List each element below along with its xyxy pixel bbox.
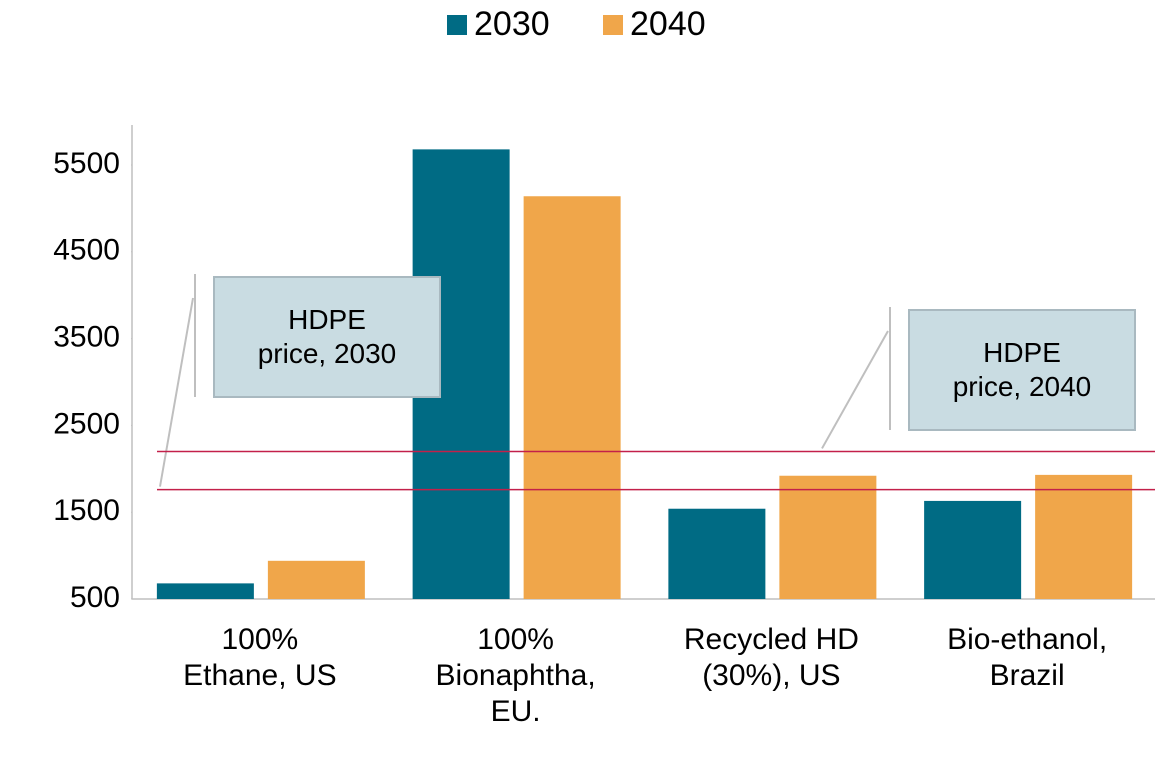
annotation: HDPE price, 2040 [908, 309, 1136, 431]
legend-label: 2030 [474, 5, 550, 43]
bar [1035, 474, 1133, 599]
y-tick-label: 5500 [53, 147, 120, 180]
bar [779, 475, 877, 599]
x-tick-label: Bio-ethanol, Brazil [947, 623, 1108, 692]
annotation: HDPE price, 2030 [213, 276, 441, 398]
bar [523, 196, 621, 600]
x-tick-label: 100% Bionaphtha, EU. [435, 623, 596, 728]
legend-swatch [603, 15, 623, 35]
x-tick-label: Recycled HD (30%), US [683, 623, 859, 692]
y-tick-label: 1500 [53, 494, 120, 527]
legend-swatch [447, 15, 467, 35]
bar [267, 560, 365, 599]
x-tick-label: 100% Ethane, US [183, 623, 337, 692]
bar [924, 500, 1022, 599]
callout-leader [159, 297, 194, 487]
y-tick-label: 3500 [53, 321, 120, 354]
y-tick-label: 500 [70, 581, 120, 614]
bar [668, 508, 766, 599]
bar [156, 583, 254, 599]
y-tick-label: 4500 [53, 234, 120, 267]
y-tick-label: 2500 [53, 407, 120, 440]
callout-leader [821, 330, 889, 449]
legend-label: 2040 [630, 5, 706, 43]
